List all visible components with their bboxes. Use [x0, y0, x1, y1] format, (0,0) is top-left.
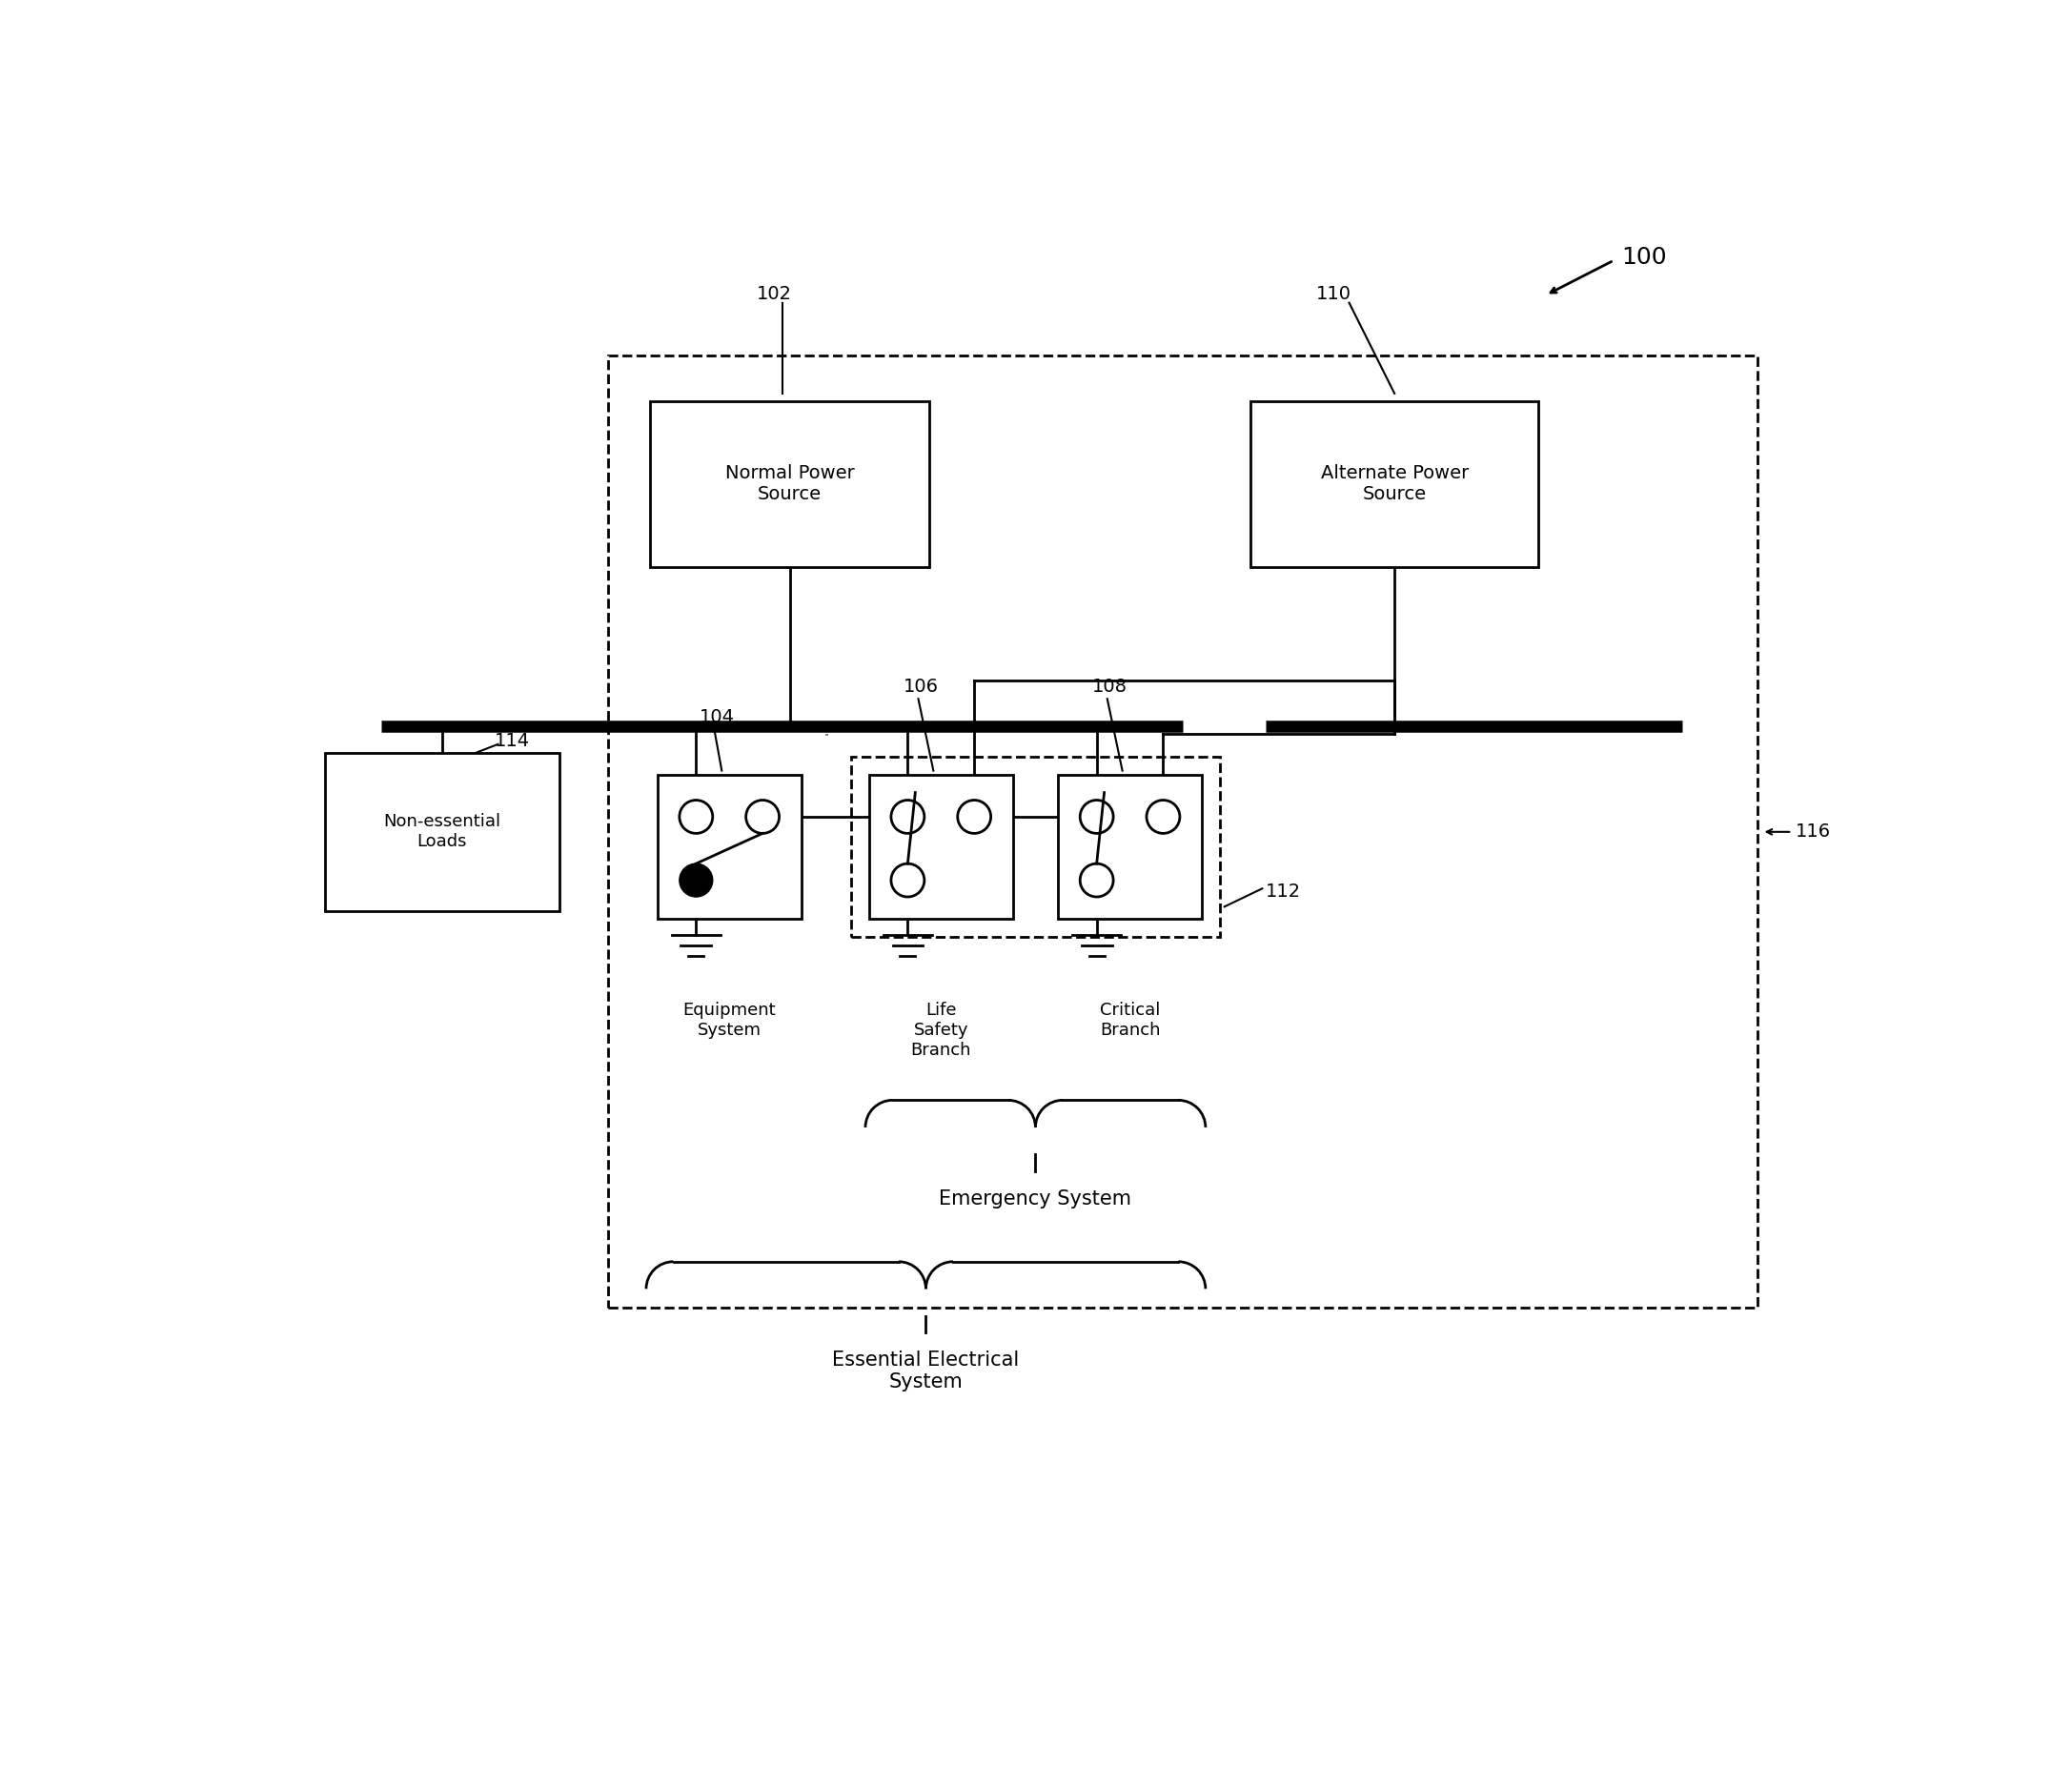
Text: Alternate Power
Source: Alternate Power Source	[1320, 465, 1469, 504]
Bar	[1059, 776, 1202, 919]
Text: Emergency System: Emergency System	[939, 1189, 1131, 1209]
Bar	[868, 776, 1013, 919]
Text: Essential Electrical
System: Essential Electrical System	[833, 1350, 1019, 1392]
Text: 100: 100	[1620, 246, 1666, 269]
Text: 114: 114	[495, 732, 530, 751]
Text: Normal Power
Source: Normal Power Source	[725, 465, 854, 504]
Text: 116: 116	[1794, 823, 1830, 841]
Text: 110: 110	[1316, 284, 1351, 302]
Text: 112: 112	[1266, 882, 1301, 901]
Bar	[325, 753, 559, 912]
Text: 106: 106	[903, 679, 939, 696]
Text: 104: 104	[698, 709, 733, 726]
Bar	[1251, 401, 1537, 567]
Text: 108: 108	[1092, 679, 1127, 696]
Text: Life
Safety
Branch: Life Safety Branch	[912, 1002, 972, 1058]
Circle shape	[680, 864, 713, 898]
Text: 102: 102	[756, 284, 792, 302]
Text: Equipment
System: Equipment System	[684, 1002, 775, 1039]
Bar	[657, 776, 802, 919]
Bar	[651, 401, 930, 567]
Text: Non-essential
Loads: Non-essential Loads	[383, 813, 501, 850]
Bar	[609, 355, 1757, 1308]
Bar	[852, 756, 1220, 937]
Text: Critical
Branch: Critical Branch	[1100, 1002, 1160, 1039]
